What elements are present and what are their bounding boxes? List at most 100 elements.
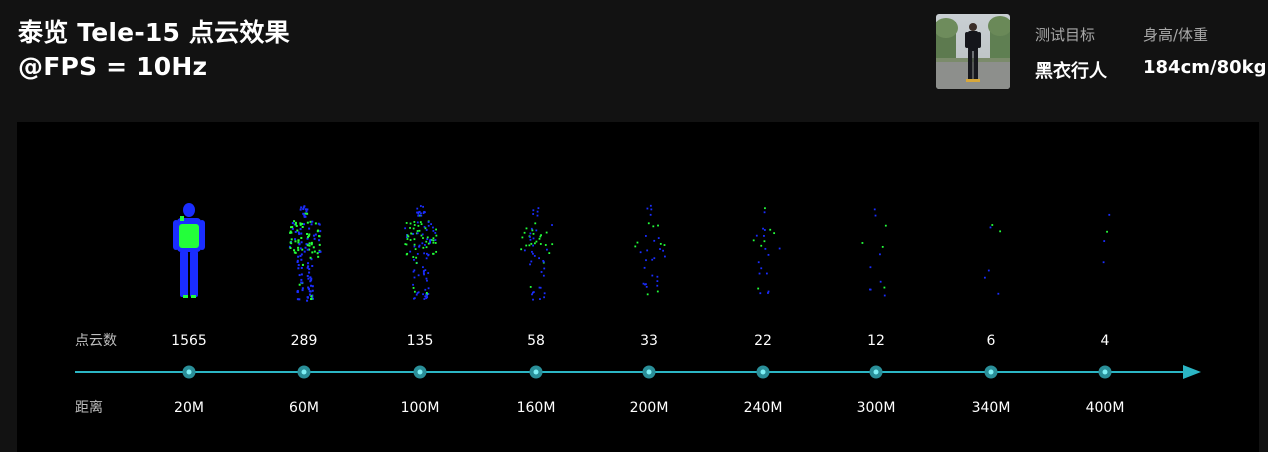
cloud-point xyxy=(319,250,322,253)
cloud-point xyxy=(307,287,310,290)
cloud-point xyxy=(530,227,533,230)
cloud-point xyxy=(542,274,545,277)
cloud-point xyxy=(427,253,430,256)
cloud-point xyxy=(424,227,427,230)
cloud-point xyxy=(289,231,292,234)
cloud-point xyxy=(425,246,428,249)
cloud-point xyxy=(426,296,429,299)
cloud-point xyxy=(883,294,886,297)
cloud-point xyxy=(434,242,437,244)
cloud-point xyxy=(303,213,306,216)
cloud-point xyxy=(428,241,431,244)
point-count-label: 4 xyxy=(1101,333,1110,349)
point-cloud-shape xyxy=(191,295,196,298)
cloud-point xyxy=(301,289,304,292)
cloud-point xyxy=(539,286,542,289)
cloud-point xyxy=(657,224,659,227)
point-cloud-panel: 点云数 距离 1565 20M 289 60M 135 100M 58 160M 33 200M 22 2… xyxy=(17,122,1259,452)
cloud-point xyxy=(300,281,303,284)
cloud-point xyxy=(432,226,434,229)
cloud-point xyxy=(763,240,766,243)
cloud-point xyxy=(643,266,646,269)
cloud-point xyxy=(289,241,292,244)
cloud-point xyxy=(425,297,428,300)
cloud-point xyxy=(417,224,420,227)
cloud-point xyxy=(639,251,642,254)
cloud-point xyxy=(301,222,304,225)
cloud-point xyxy=(646,249,649,252)
cloud-point xyxy=(306,236,309,239)
cloud-point xyxy=(645,259,647,262)
cloud-point xyxy=(531,250,533,253)
cloud-point xyxy=(306,212,309,215)
cloud-point xyxy=(307,262,310,265)
cloud-point xyxy=(1108,213,1111,216)
cloud-point xyxy=(295,224,298,227)
cloud-point xyxy=(413,258,415,261)
cloud-point xyxy=(417,212,420,215)
cloud-point xyxy=(636,241,639,244)
cloud-point xyxy=(308,290,311,293)
distance-label: 400M xyxy=(1086,400,1125,416)
cloud-point xyxy=(538,237,541,240)
cloud-point xyxy=(759,292,762,295)
cloud-point xyxy=(535,229,538,232)
cloud-point xyxy=(757,261,760,264)
cloud-point xyxy=(306,266,309,269)
cloud-point xyxy=(311,289,314,292)
cloud-point xyxy=(532,291,534,294)
cloud-point xyxy=(426,236,429,239)
cloud-point xyxy=(760,267,763,270)
cloud-point xyxy=(434,239,437,241)
cloud-point xyxy=(430,239,433,241)
cloud-point xyxy=(298,232,301,235)
cloud-point xyxy=(310,284,313,287)
cloud-point xyxy=(767,253,770,256)
cloud-point xyxy=(304,212,307,215)
cloud-point xyxy=(300,237,303,240)
cloud-point xyxy=(539,298,541,300)
cloud-point xyxy=(300,266,303,269)
cloud-point xyxy=(423,252,426,255)
cloud-point xyxy=(299,247,302,250)
cloud-point xyxy=(290,238,293,241)
cloud-point xyxy=(406,238,409,240)
cloud-point xyxy=(308,242,311,245)
cloud-point xyxy=(306,274,309,277)
cloud-point xyxy=(426,238,429,241)
cloud-point xyxy=(404,243,407,245)
cloud-point xyxy=(429,240,432,243)
cloud-point xyxy=(298,283,301,286)
cloud-point xyxy=(296,259,299,262)
cloud-point xyxy=(416,221,419,224)
cloud-point xyxy=(306,248,309,251)
cloud-point xyxy=(415,262,418,264)
cloud-point xyxy=(302,208,305,211)
cloud-point xyxy=(310,223,313,226)
cloud-point xyxy=(305,243,308,246)
cloud-point xyxy=(417,274,420,277)
cloud-point xyxy=(309,276,312,279)
distance-label: 20M xyxy=(174,400,204,416)
cloud-point xyxy=(533,255,536,257)
cloud-point xyxy=(764,247,767,250)
cloud-point xyxy=(884,224,887,227)
cloud-point xyxy=(755,234,758,237)
cloud-point xyxy=(536,214,539,217)
cloud-point xyxy=(409,250,412,253)
point-cloud-shape xyxy=(180,216,184,221)
cloud-point xyxy=(881,245,884,248)
cloud-point xyxy=(303,215,306,218)
point-cloud-160M xyxy=(520,207,554,301)
cloud-point xyxy=(301,287,304,290)
cloud-point xyxy=(425,277,428,280)
cloud-point xyxy=(423,298,426,300)
cloud-point xyxy=(303,205,306,208)
point-count-label: 12 xyxy=(867,333,885,349)
cloud-point xyxy=(653,257,656,260)
target-label: 测试目标 xyxy=(1035,26,1096,44)
cloud-point xyxy=(300,258,303,261)
cloud-point xyxy=(308,244,311,247)
cloud-point xyxy=(656,275,659,278)
